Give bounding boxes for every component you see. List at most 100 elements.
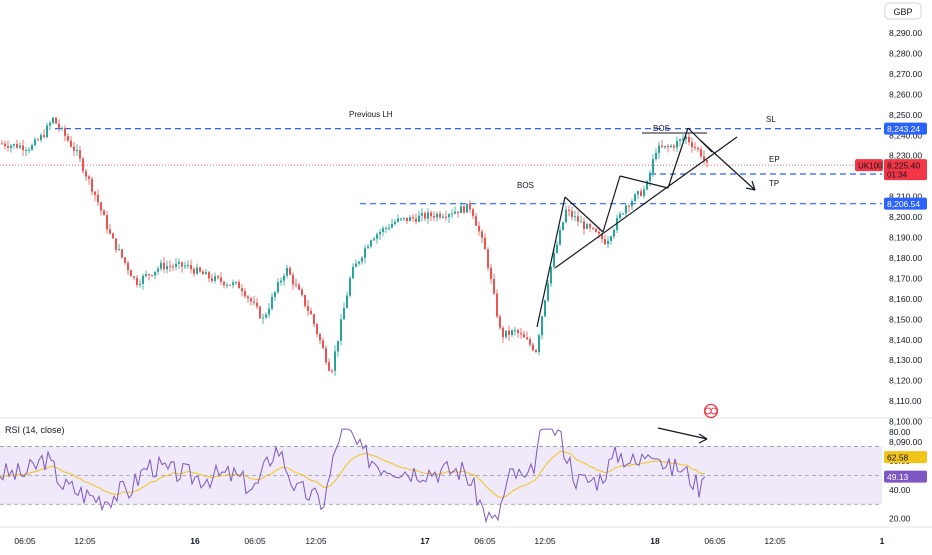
price-tick-label: 8,230.00 bbox=[889, 151, 922, 161]
currency-label[interactable]: GBP bbox=[893, 7, 912, 17]
candle-body bbox=[571, 211, 573, 218]
candle-body bbox=[643, 189, 645, 197]
candle-body bbox=[586, 224, 588, 229]
candle-body bbox=[331, 370, 333, 372]
candle-body bbox=[493, 279, 495, 294]
candle-body bbox=[217, 276, 219, 278]
candle-body bbox=[706, 160, 708, 163]
candle-body bbox=[433, 216, 435, 218]
event-icon[interactable] bbox=[703, 403, 719, 419]
candle-body bbox=[151, 275, 153, 277]
candle-body bbox=[169, 266, 171, 268]
time-tick-label: 06:05 bbox=[244, 536, 266, 546]
candle-body bbox=[199, 267, 201, 272]
candle-body bbox=[85, 171, 87, 177]
candle-body bbox=[148, 274, 150, 276]
candle-body bbox=[82, 158, 84, 172]
candle-body bbox=[697, 147, 699, 150]
candle-body bbox=[289, 268, 291, 275]
candle-body bbox=[607, 240, 609, 245]
projection-arrow-head bbox=[751, 180, 756, 191]
candle-body bbox=[598, 231, 600, 234]
drawings-layer: BOS BOS Previous LH SL EP TP bbox=[349, 110, 780, 444]
candle-body bbox=[577, 216, 579, 222]
rsi-tick-label: 80.00 bbox=[889, 427, 911, 437]
candle-body bbox=[271, 296, 273, 309]
rsi-lines-layer bbox=[0, 428, 706, 524]
current-price-badge: 8,225.40 bbox=[887, 161, 920, 171]
candle-body bbox=[250, 298, 252, 302]
price-tick-label: 8,100.00 bbox=[889, 417, 922, 427]
candle-body bbox=[355, 263, 357, 267]
candle-body bbox=[490, 267, 492, 280]
candle-body bbox=[391, 224, 393, 228]
candle-body bbox=[511, 330, 513, 335]
currency-button-box[interactable] bbox=[884, 2, 922, 20]
candle-body bbox=[73, 146, 75, 151]
candle-body bbox=[637, 191, 639, 195]
price-tick-label: 8,150.00 bbox=[889, 314, 922, 324]
candle-body bbox=[400, 218, 402, 220]
time-tick-label: 12:05 bbox=[764, 536, 786, 546]
candle-body bbox=[601, 233, 603, 239]
candle-body bbox=[628, 205, 630, 207]
candle-body bbox=[211, 278, 213, 281]
candle-body bbox=[670, 145, 672, 148]
rsi-value-badge-box bbox=[884, 470, 927, 483]
candle-body bbox=[94, 191, 96, 195]
price-tick-label: 8,260.00 bbox=[889, 89, 922, 99]
tp-price-badge-box bbox=[884, 197, 927, 210]
candle-body bbox=[457, 211, 459, 214]
candle-body bbox=[28, 149, 30, 151]
bar-countdown: 01:34 bbox=[887, 171, 908, 180]
candle-body bbox=[412, 217, 414, 219]
candle-body bbox=[196, 267, 198, 274]
rsi-ma-badge-box bbox=[884, 451, 927, 464]
zigzag-leg bbox=[536, 196, 566, 328]
price-tick-label: 8,290.00 bbox=[889, 28, 922, 38]
candle-body bbox=[502, 327, 504, 338]
candle-body bbox=[439, 213, 441, 218]
candle-body bbox=[244, 291, 246, 297]
price-tick-label: 8,190.00 bbox=[889, 233, 922, 243]
candle-body bbox=[472, 209, 474, 217]
sl-label: SL bbox=[766, 115, 776, 124]
candle-body bbox=[55, 117, 57, 124]
candle-body bbox=[646, 181, 648, 190]
candle-body bbox=[79, 150, 81, 159]
candle-body bbox=[121, 249, 123, 258]
candle-body bbox=[463, 206, 465, 213]
candle-body bbox=[508, 330, 510, 335]
candle-body bbox=[37, 139, 39, 141]
currency-button[interactable]: GBP bbox=[884, 2, 922, 20]
time-tick-label: 18 bbox=[650, 536, 660, 546]
zigzag-leg bbox=[667, 127, 689, 189]
candle-body bbox=[622, 213, 624, 215]
zigzag-leg bbox=[564, 196, 604, 233]
candle-body bbox=[655, 152, 657, 160]
axis-badges-layer: 8,243.248,221.068,206.548,225.4001:34UK1… bbox=[855, 122, 927, 483]
candle-body bbox=[304, 295, 306, 307]
candle-body bbox=[532, 344, 534, 351]
candle-body bbox=[343, 308, 345, 320]
candle-body bbox=[4, 143, 6, 147]
candle-body bbox=[466, 203, 468, 213]
candle-body bbox=[526, 337, 528, 340]
candle-body bbox=[679, 139, 681, 142]
zigzag-leg bbox=[619, 175, 669, 189]
candle-body bbox=[139, 283, 141, 286]
candle-body bbox=[64, 127, 66, 136]
candle-body bbox=[364, 248, 366, 258]
candle-body bbox=[580, 221, 582, 223]
bos-label-upper: BOS bbox=[653, 124, 670, 133]
candle-body bbox=[403, 217, 405, 219]
candle-body bbox=[238, 281, 240, 289]
candle-body bbox=[658, 145, 660, 153]
candle-body bbox=[388, 227, 390, 229]
candle-body bbox=[316, 324, 318, 334]
price-tick-label: 8,120.00 bbox=[889, 376, 922, 386]
candle-body bbox=[136, 277, 138, 286]
time-tick-label: 12:05 bbox=[305, 536, 327, 546]
